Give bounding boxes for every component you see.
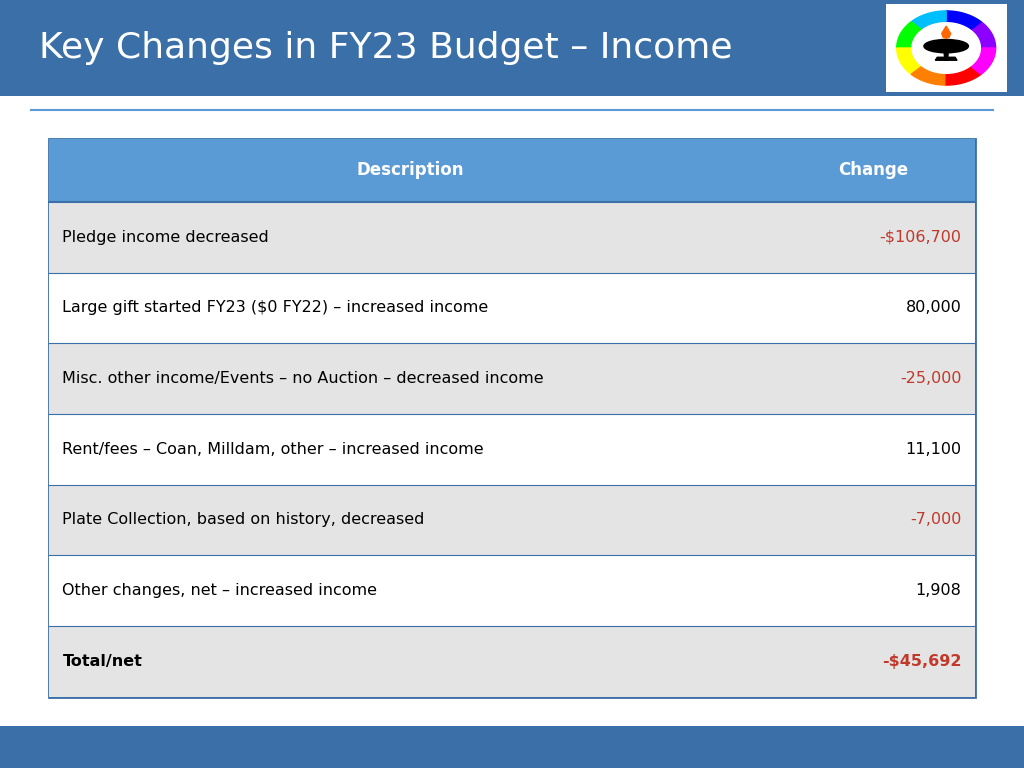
Polygon shape <box>946 11 981 29</box>
Text: Total/net: Total/net <box>62 654 142 669</box>
FancyBboxPatch shape <box>886 4 1007 92</box>
Text: Misc. other income/Events – no Auction – decreased income: Misc. other income/Events – no Auction –… <box>62 371 544 386</box>
FancyBboxPatch shape <box>49 555 975 626</box>
Polygon shape <box>897 22 921 48</box>
Text: 11,100: 11,100 <box>905 442 962 457</box>
FancyBboxPatch shape <box>49 626 975 697</box>
Polygon shape <box>935 58 957 60</box>
Polygon shape <box>911 67 946 85</box>
FancyBboxPatch shape <box>49 485 975 555</box>
Text: Rent/fees – Coan, Milldam, other – increased income: Rent/fees – Coan, Milldam, other – incre… <box>62 442 484 457</box>
Polygon shape <box>942 26 950 38</box>
Text: 80,000: 80,000 <box>905 300 962 316</box>
Text: -$106,700: -$106,700 <box>880 230 962 245</box>
FancyBboxPatch shape <box>49 273 975 343</box>
Text: Description: Description <box>356 161 464 180</box>
Text: -$45,692: -$45,692 <box>882 654 962 669</box>
Polygon shape <box>944 53 948 60</box>
Polygon shape <box>911 11 946 29</box>
FancyBboxPatch shape <box>0 726 1024 768</box>
FancyBboxPatch shape <box>49 343 975 414</box>
FancyBboxPatch shape <box>0 0 1024 96</box>
FancyBboxPatch shape <box>49 414 975 485</box>
Text: Change: Change <box>838 161 908 180</box>
Polygon shape <box>972 48 995 74</box>
Polygon shape <box>972 22 995 48</box>
Text: Key Changes in FY23 Budget – Income: Key Changes in FY23 Budget – Income <box>39 31 732 65</box>
Polygon shape <box>897 48 921 74</box>
FancyBboxPatch shape <box>49 202 975 273</box>
Ellipse shape <box>924 39 969 53</box>
FancyBboxPatch shape <box>49 139 975 202</box>
Text: Large gift started FY23 ($0 FY22) – increased income: Large gift started FY23 ($0 FY22) – incr… <box>62 300 488 316</box>
Text: -25,000: -25,000 <box>900 371 962 386</box>
Text: Plate Collection, based on history, decreased: Plate Collection, based on history, decr… <box>62 512 425 528</box>
Text: 1,908: 1,908 <box>915 583 962 598</box>
Polygon shape <box>946 67 981 85</box>
Text: Pledge income decreased: Pledge income decreased <box>62 230 269 245</box>
Text: Other changes, net – increased income: Other changes, net – increased income <box>62 583 378 598</box>
Text: -7,000: -7,000 <box>910 512 962 528</box>
